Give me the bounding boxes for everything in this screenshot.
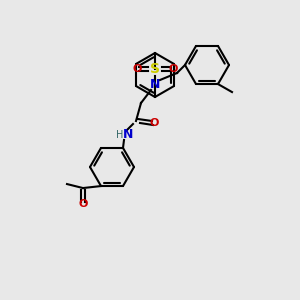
Text: N: N <box>150 79 160 92</box>
Text: O: O <box>168 64 178 74</box>
Text: N: N <box>123 128 133 142</box>
Text: H: H <box>116 130 124 140</box>
Text: O: O <box>132 64 142 74</box>
Text: O: O <box>149 118 159 128</box>
Text: O: O <box>78 199 88 209</box>
Text: S: S <box>150 62 160 76</box>
